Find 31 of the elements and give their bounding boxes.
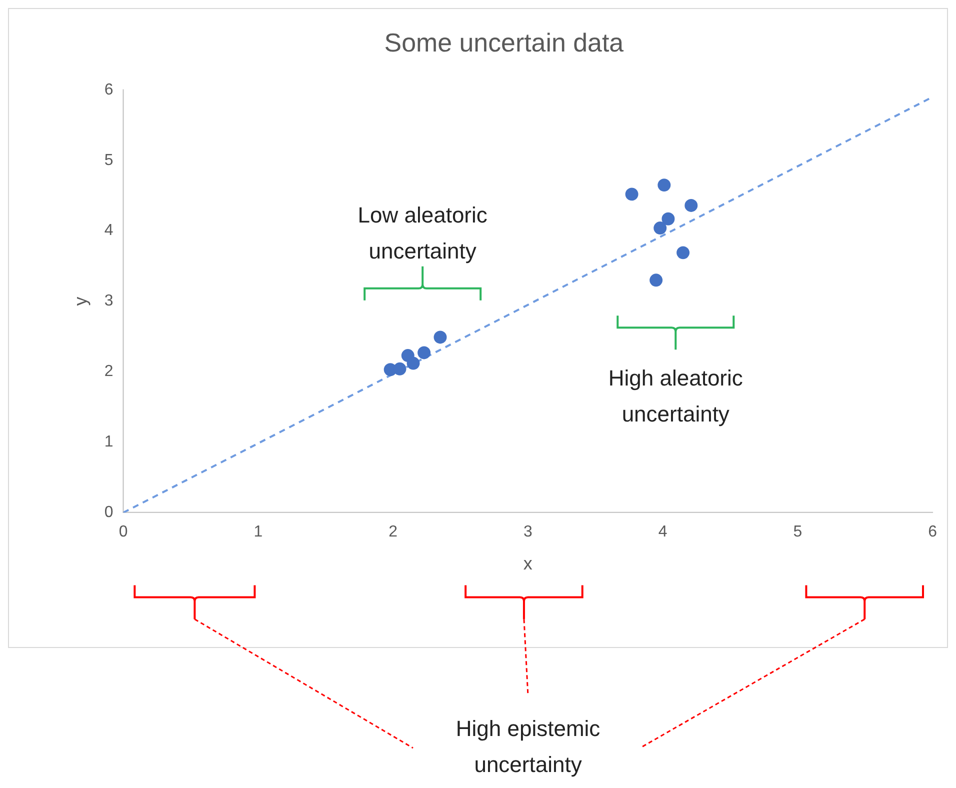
y-tick-label: 6 — [104, 81, 114, 98]
y-tick-label: 2 — [104, 363, 114, 380]
x-axis-title: x — [523, 553, 532, 574]
y-tick-label: 4 — [104, 222, 114, 240]
text: High epistemic uncertainty — [456, 716, 600, 777]
x-tick-label: 4 — [658, 524, 668, 541]
point — [658, 178, 671, 192]
point — [434, 330, 447, 344]
point — [654, 222, 667, 234]
y-tick-label: 0 — [104, 504, 114, 522]
point — [676, 246, 690, 260]
annotation: Low aleatoric uncertainty — [358, 202, 488, 264]
point — [650, 274, 663, 287]
annotation: High aleatoric uncertainty — [608, 366, 743, 427]
point — [625, 188, 638, 201]
chart-title: Some uncertain data — [384, 30, 624, 58]
point — [393, 362, 406, 376]
y-axis-title: y — [70, 296, 91, 306]
x-tick-label: 1 — [254, 524, 263, 541]
y-tick-label: 5 — [104, 152, 114, 169]
point — [418, 346, 431, 360]
x-tick-label: 6 — [928, 524, 938, 541]
point — [662, 212, 675, 226]
point — [684, 198, 698, 212]
x-tick-label: 3 — [523, 524, 532, 541]
x-tick-label: 5 — [793, 524, 802, 541]
x-tick-label: 0 — [118, 524, 128, 541]
y-tick-label: 3 — [104, 292, 114, 310]
y-tick-label: 1 — [104, 434, 114, 451]
x-tick-label: 2 — [388, 524, 398, 541]
point — [406, 356, 420, 370]
